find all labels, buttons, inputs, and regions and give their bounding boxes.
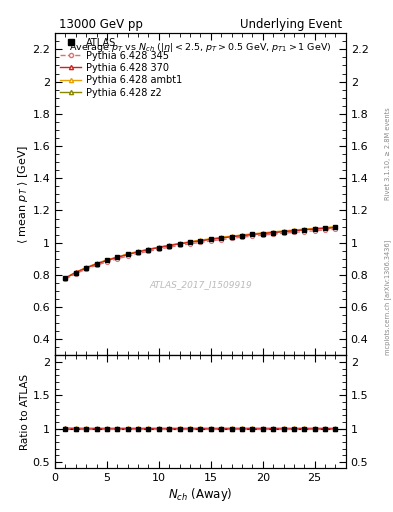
Text: mcplots.cern.ch [arXiv:1306.3436]: mcplots.cern.ch [arXiv:1306.3436]: [384, 239, 391, 355]
Text: ATLAS_2017_I1509919: ATLAS_2017_I1509919: [149, 280, 252, 289]
Text: Underlying Event: Underlying Event: [240, 18, 342, 31]
Text: Rivet 3.1.10, ≥ 2.8M events: Rivet 3.1.10, ≥ 2.8M events: [385, 107, 391, 200]
Y-axis label: $\langle$ mean $p_{T}$ $\rangle$ [GeV]: $\langle$ mean $p_{T}$ $\rangle$ [GeV]: [15, 145, 29, 244]
Text: Average $p_{T}$ vs $N_{ch}$ ($|\eta| < 2.5$, $p_{T} > 0.5$ GeV, $p_{T1} > 1$ GeV: Average $p_{T}$ vs $N_{ch}$ ($|\eta| < 2…: [69, 41, 332, 54]
X-axis label: $N_{ch}$ (Away): $N_{ch}$ (Away): [168, 486, 233, 503]
Text: 13000 GeV pp: 13000 GeV pp: [59, 18, 143, 31]
Legend: ATLAS, Pythia 6.428 345, Pythia 6.428 370, Pythia 6.428 ambt1, Pythia 6.428 z2: ATLAS, Pythia 6.428 345, Pythia 6.428 37…: [58, 36, 184, 100]
Y-axis label: Ratio to ATLAS: Ratio to ATLAS: [20, 374, 30, 450]
